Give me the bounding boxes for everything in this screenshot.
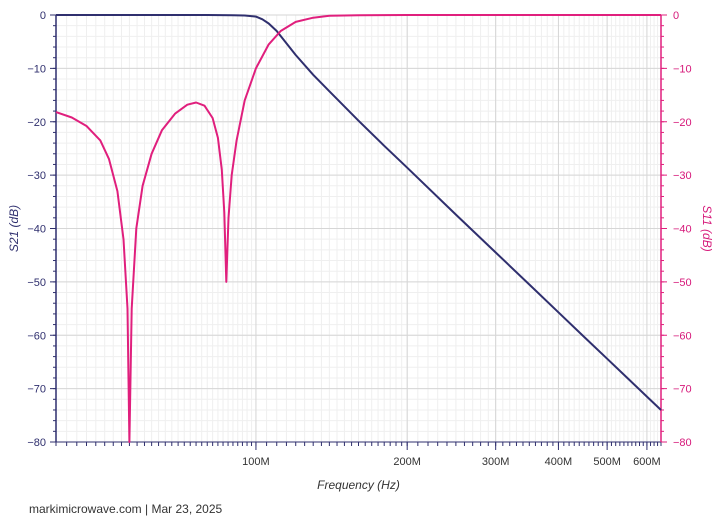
chart-series — [55, 14, 662, 443]
footer-credit: markimicrowave.com | Mar 23, 2025 — [29, 502, 223, 516]
x-tick-label: 200M — [393, 456, 421, 468]
x-tick-label: 400M — [545, 456, 573, 468]
y-right-tick-label: −60 — [673, 330, 692, 342]
y-axis-right-title: S11 (dB) — [700, 205, 714, 251]
x-tick-label: 500M — [593, 456, 621, 468]
y-right-tick-label: −50 — [673, 277, 692, 289]
y-right-tick-label: −20 — [673, 117, 692, 129]
series-line-s21 — [56, 14, 662, 411]
chart-grid — [55, 14, 662, 443]
y-right-tick-label: −80 — [673, 437, 692, 449]
y-left-tick-label: −50 — [27, 277, 46, 289]
series-line-s11 — [55, 14, 661, 443]
y-right-tick-label: −40 — [673, 224, 692, 236]
y-left-tick-label: −10 — [27, 63, 46, 75]
y-left-tick-label: −60 — [27, 330, 46, 342]
y-right-tick-label: −70 — [673, 384, 692, 396]
x-tick-label: 300M — [482, 456, 510, 468]
y-left-tick-label: −40 — [27, 224, 46, 236]
y-left-tick-label: 0 — [40, 10, 46, 22]
y-left-tick-label: −80 — [27, 437, 46, 449]
x-axis-title: Frequency (Hz) — [317, 478, 400, 492]
y-axis-right: 0 −10 −20 −30 −40 −50 −60 −70 −80 — [660, 10, 692, 449]
y-axis-left-title: S21 (dB) — [7, 205, 21, 252]
x-tick-label: 100M — [242, 456, 270, 468]
x-tick-label: 600M — [633, 456, 661, 468]
x-axis: 100M 200M 300M 400M 500M 600M — [55, 441, 662, 468]
y-left-tick-label: −70 — [27, 384, 46, 396]
y-right-tick-label: 0 — [673, 10, 679, 22]
y-right-tick-label: −10 — [673, 63, 692, 75]
y-axis-left: 0 −10 −20 −30 −40 −50 −60 −70 −80 — [27, 10, 57, 449]
y-left-tick-label: −30 — [27, 170, 46, 182]
y-left-tick-label: −20 — [27, 117, 46, 129]
y-right-tick-label: −30 — [673, 170, 692, 182]
